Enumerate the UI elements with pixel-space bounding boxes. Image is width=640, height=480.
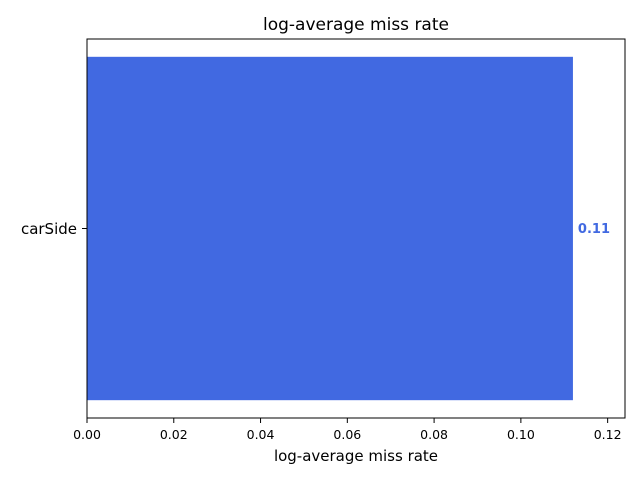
x-tick-label: 0.04 (247, 427, 275, 442)
y-axis: carSide (21, 220, 87, 238)
y-tick-label-carSide: carSide (21, 220, 77, 238)
plot-area: 0.11 (87, 56, 610, 401)
x-tick-label: 0.12 (594, 427, 622, 442)
bar-carSide (87, 56, 573, 401)
x-axis: 0.00 0.02 0.04 0.06 0.08 0.10 0.12 (73, 418, 622, 442)
chart-title: log-average miss rate (263, 15, 449, 35)
x-tick-label: 0.00 (73, 427, 101, 442)
x-tick-label: 0.08 (420, 427, 448, 442)
x-tick-label: 0.10 (507, 427, 535, 442)
x-axis-label: log-average miss rate (274, 447, 438, 465)
x-tick-label: 0.02 (160, 427, 188, 442)
x-tick-label: 0.06 (333, 427, 361, 442)
data-label-carSide: 0.11 (578, 222, 610, 237)
